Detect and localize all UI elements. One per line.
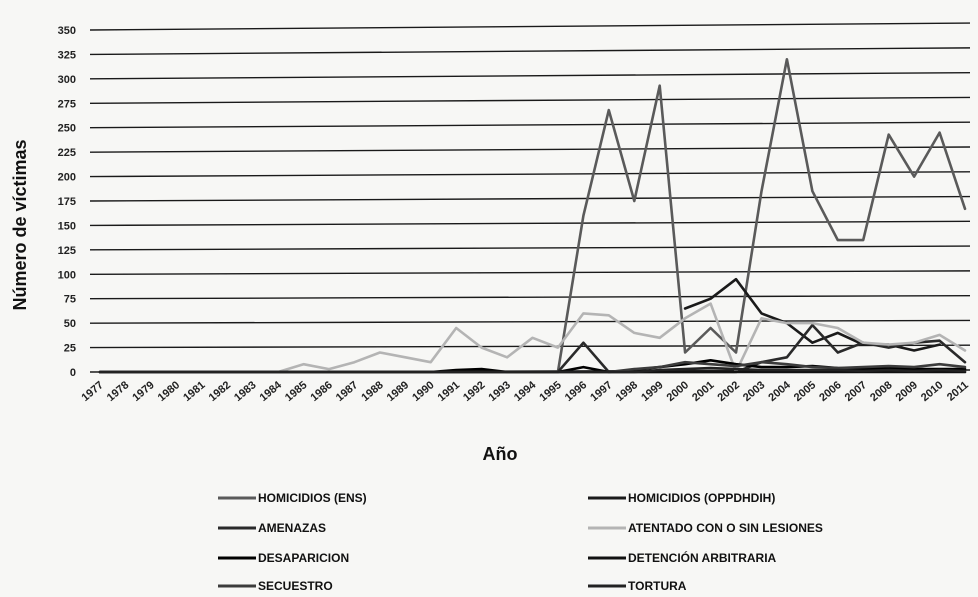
y-tick-label: 300 bbox=[58, 74, 76, 86]
x-tick-label: 1990 bbox=[410, 379, 436, 404]
legend-item: DETENCIÓN ARBITRARIA bbox=[588, 550, 777, 565]
x-tick-label: 2000 bbox=[665, 379, 691, 404]
x-tick-label: 2010 bbox=[919, 379, 945, 404]
gridline bbox=[89, 294, 971, 300]
legend-label: DESAPARICION bbox=[258, 551, 349, 565]
y-tick-label: 0 bbox=[70, 367, 76, 379]
x-tick-label: 1997 bbox=[588, 379, 614, 404]
legend-label: TORTURA bbox=[628, 579, 687, 593]
legend: HOMICIDIOS (ENS) HOMICIDIOS (OPPDHDIH) AME… bbox=[218, 491, 823, 593]
legend-label: SECUESTRO bbox=[258, 579, 333, 593]
x-tick-label: 2005 bbox=[792, 379, 818, 404]
gridline bbox=[89, 121, 971, 129]
x-tick-label: 2003 bbox=[741, 379, 767, 404]
y-axis-title: Número de víctimas bbox=[10, 139, 30, 310]
x-tick-label: 1989 bbox=[385, 379, 411, 404]
x-tick-label: 2002 bbox=[715, 379, 741, 404]
legend-item: SECUESTRO bbox=[218, 579, 333, 593]
x-tick-label: 1980 bbox=[156, 379, 182, 404]
x-tick-label: 1996 bbox=[563, 379, 589, 404]
x-tick-label: 2004 bbox=[766, 379, 793, 404]
series-line bbox=[98, 323, 967, 374]
legend-label: AMENAZAS bbox=[258, 521, 326, 535]
gridline bbox=[89, 96, 971, 104]
y-tick-label: 275 bbox=[58, 98, 76, 110]
y-tick-label: 125 bbox=[58, 245, 76, 257]
gridline bbox=[89, 195, 971, 202]
gridline bbox=[89, 344, 971, 349]
series-2 bbox=[98, 323, 967, 374]
x-tick-label: 1985 bbox=[283, 379, 309, 404]
gridline bbox=[89, 245, 971, 251]
x-tick-label: 1981 bbox=[181, 379, 207, 404]
series-lines bbox=[98, 57, 967, 374]
x-tick-label: 1998 bbox=[614, 379, 640, 404]
x-tick-label: 2008 bbox=[868, 379, 894, 404]
x-tick-label: 1995 bbox=[537, 379, 563, 404]
x-tick-label: 1999 bbox=[639, 379, 665, 404]
legend-item: TORTURA bbox=[588, 579, 687, 593]
x-tick-label: 1979 bbox=[130, 379, 156, 404]
legend-item: HOMICIDIOS (ENS) bbox=[218, 491, 367, 505]
x-tick-label: 1977 bbox=[79, 379, 105, 404]
series-line bbox=[98, 57, 967, 374]
x-tick-label: 1988 bbox=[359, 379, 385, 404]
gridline bbox=[89, 22, 971, 31]
x-axis-title: Año bbox=[483, 444, 518, 464]
x-tick-label: 1983 bbox=[232, 379, 258, 404]
gridline bbox=[89, 71, 971, 80]
series-3 bbox=[98, 302, 967, 374]
legend-label: HOMICIDIOS (OPPDHDIH) bbox=[628, 491, 775, 505]
x-tick-label: 1993 bbox=[487, 379, 513, 404]
legend-item: HOMICIDIOS (OPPDHDIH) bbox=[588, 491, 775, 505]
gridline bbox=[89, 146, 971, 153]
x-tick-label: 1982 bbox=[207, 379, 233, 404]
gridline bbox=[89, 171, 971, 178]
gridline bbox=[89, 220, 971, 227]
y-tick-label: 225 bbox=[58, 147, 76, 159]
x-tick-label: 1994 bbox=[512, 379, 539, 404]
x-tick-label: 1991 bbox=[436, 379, 462, 404]
legend-label: ATENTADO CON O SIN LESIONES bbox=[628, 521, 823, 535]
x-tick-label: 1984 bbox=[258, 379, 285, 404]
y-tick-label: 250 bbox=[58, 123, 76, 135]
series-line bbox=[98, 366, 967, 374]
legend-item: ATENTADO CON O SIN LESIONES bbox=[588, 521, 823, 535]
y-tick-label: 200 bbox=[58, 172, 76, 184]
gridlines bbox=[89, 22, 971, 373]
y-tick-label: 25 bbox=[64, 343, 76, 355]
y-tick-label: 350 bbox=[58, 25, 76, 37]
legend-label: DETENCIÓN ARBITRARIA bbox=[628, 550, 777, 565]
y-axis-ticks: 0 25 50 75 100 125 150 175 200 225 250 275 300 325 350 bbox=[58, 25, 76, 379]
x-tick-label: 1986 bbox=[308, 379, 334, 404]
y-tick-label: 150 bbox=[58, 220, 76, 232]
x-tick-label: 1992 bbox=[461, 379, 487, 404]
legend-item: DESAPARICION bbox=[218, 551, 349, 565]
x-tick-label: 2006 bbox=[817, 379, 843, 404]
series-0 bbox=[98, 57, 967, 374]
x-tick-label: 1978 bbox=[105, 379, 131, 404]
gridline bbox=[89, 319, 971, 324]
legend-item: AMENAZAS bbox=[218, 521, 326, 535]
x-tick-label: 1987 bbox=[334, 379, 360, 404]
x-tick-label: 2009 bbox=[894, 379, 920, 404]
gridline bbox=[89, 47, 971, 56]
y-tick-label: 75 bbox=[64, 294, 76, 306]
x-tick-label: 2001 bbox=[690, 379, 716, 404]
x-axis-ticks: 1977197819791980198119821983198419851986… bbox=[79, 379, 970, 404]
y-tick-label: 325 bbox=[58, 49, 76, 61]
y-tick-label: 100 bbox=[58, 269, 76, 281]
legend-label: HOMICIDIOS (ENS) bbox=[258, 491, 367, 505]
x-tick-label: 2011 bbox=[945, 379, 971, 404]
gridline bbox=[89, 270, 971, 275]
x-tick-label: 2007 bbox=[843, 379, 869, 404]
y-tick-label: 50 bbox=[64, 318, 76, 330]
series-7 bbox=[98, 366, 967, 374]
y-tick-label: 175 bbox=[58, 196, 76, 208]
series-line bbox=[98, 302, 967, 374]
